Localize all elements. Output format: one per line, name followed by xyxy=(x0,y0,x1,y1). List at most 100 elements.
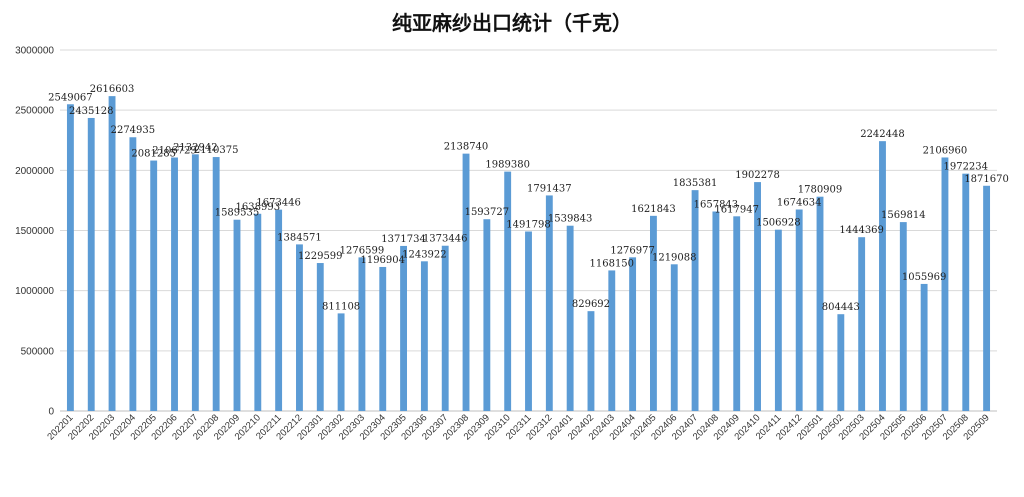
bar xyxy=(608,270,616,411)
data-label: 1593727 xyxy=(465,207,510,218)
bar xyxy=(691,190,699,411)
bar xyxy=(879,141,886,411)
data-label: 1617947 xyxy=(714,204,759,215)
data-label: 2242448 xyxy=(860,129,905,140)
data-label: 2138740 xyxy=(444,142,489,153)
data-label: 1673446 xyxy=(256,198,301,209)
bar xyxy=(920,283,928,411)
bar xyxy=(795,209,803,411)
bar xyxy=(545,195,553,411)
bar xyxy=(191,154,199,411)
data-label: 1835381 xyxy=(673,178,718,189)
data-label: 1055969 xyxy=(902,272,947,283)
data-label: 1569814 xyxy=(881,210,926,221)
bar xyxy=(712,211,720,411)
bar xyxy=(400,245,408,411)
data-label: 1657843 xyxy=(694,200,739,211)
data-label: 1371734 xyxy=(381,234,426,245)
y-axis-ticks: 0 500000 1000000 1500000 2000000 2500000 30000… xyxy=(15,46,54,418)
data-label: 1791437 xyxy=(527,183,572,194)
y-tick-label: 2000000 xyxy=(15,166,54,177)
data-label: 1902278 xyxy=(735,170,780,181)
data-label: 1276599 xyxy=(340,245,385,256)
bar xyxy=(150,160,158,411)
y-tick-label: 500000 xyxy=(21,346,55,357)
bar xyxy=(212,157,220,411)
data-label: 2081285 xyxy=(131,149,176,160)
chart-title: 纯亚麻纱出口统计（千克） xyxy=(392,11,632,35)
y-tick-label: 0 xyxy=(48,407,54,418)
data-label: 811108 xyxy=(322,301,360,312)
bar xyxy=(316,263,324,411)
data-label: 2106960 xyxy=(923,145,968,156)
bar xyxy=(587,311,595,411)
data-label: 1168150 xyxy=(590,258,635,269)
bar xyxy=(129,137,137,411)
bar xyxy=(858,237,866,411)
bar xyxy=(670,264,678,411)
bar xyxy=(983,185,991,411)
data-label: 2549067 xyxy=(48,92,93,103)
bar xyxy=(649,215,657,411)
bar xyxy=(566,225,574,411)
bar xyxy=(962,173,970,411)
bar xyxy=(275,209,283,411)
bar xyxy=(629,257,637,411)
bar xyxy=(379,266,387,411)
bars xyxy=(66,96,991,411)
data-label: 1196904 xyxy=(360,255,405,266)
data-label: 1373446 xyxy=(423,234,468,245)
data-label: 2435128 xyxy=(69,106,114,117)
bar xyxy=(420,261,428,411)
data-label: 1384571 xyxy=(277,232,322,243)
data-label: 2274935 xyxy=(111,125,156,136)
data-label: 2132942 xyxy=(173,142,218,153)
y-tick-label: 1500000 xyxy=(15,226,54,237)
bar xyxy=(441,245,449,411)
x-axis-ticks: 2022012022022022032022042022052022062022… xyxy=(45,412,991,442)
bar xyxy=(899,222,907,411)
y-tick-label: 3000000 xyxy=(15,46,54,57)
data-label: 1780909 xyxy=(798,185,843,196)
data-label: 1871670 xyxy=(964,174,1009,185)
data-label: 804443 xyxy=(822,302,860,313)
bar xyxy=(525,231,532,411)
data-label: 1506928 xyxy=(756,218,801,229)
bar xyxy=(358,257,366,411)
data-label: 1589535 xyxy=(215,208,260,219)
bar xyxy=(774,229,782,411)
data-labels: 2549067 2435128 2616603 2274935 208128521067… xyxy=(48,84,1009,313)
data-label: 2616603 xyxy=(90,84,135,95)
bar xyxy=(837,314,845,411)
bar xyxy=(483,219,491,411)
y-tick-label: 2500000 xyxy=(15,106,54,117)
data-label: 1491798 xyxy=(506,219,551,230)
bar xyxy=(108,96,116,411)
bar xyxy=(233,219,241,411)
bar xyxy=(87,117,95,411)
bar xyxy=(462,153,470,411)
bar xyxy=(296,244,303,411)
bar xyxy=(66,104,74,411)
bar xyxy=(254,213,262,411)
data-label: 1674634 xyxy=(777,197,822,208)
data-label: 829692 xyxy=(572,299,610,310)
data-label: 1219088 xyxy=(652,252,697,263)
data-label: 1444369 xyxy=(839,225,884,236)
y-tick-label: 1000000 xyxy=(15,286,54,297)
data-label: 1539843 xyxy=(548,214,593,225)
data-label: 1276977 xyxy=(610,245,655,256)
bar xyxy=(337,313,345,411)
bar xyxy=(754,182,761,411)
bar xyxy=(733,216,741,411)
bar xyxy=(504,171,512,411)
data-label: 1621843 xyxy=(631,204,676,215)
data-label: 1243922 xyxy=(402,249,447,260)
data-label: 1638993 xyxy=(236,202,281,213)
data-label: 2106729 xyxy=(152,145,197,156)
data-label: 1989380 xyxy=(485,160,530,171)
data-label: 1972234 xyxy=(943,162,988,173)
bar xyxy=(816,196,824,411)
